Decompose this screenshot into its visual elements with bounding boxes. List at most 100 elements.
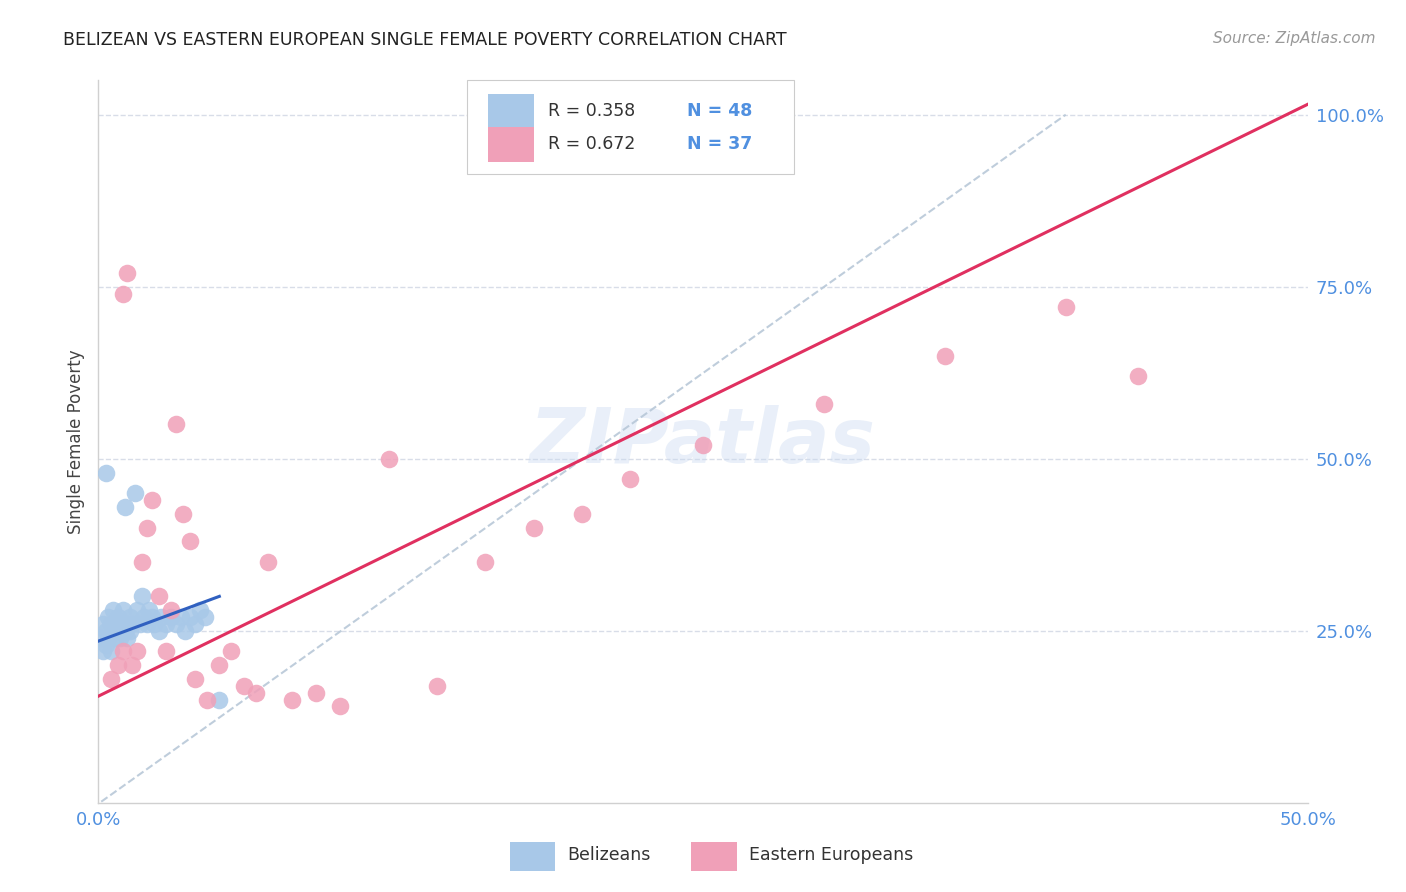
Point [329,699,352,714]
Point [107,658,129,673]
Point [179,534,201,549]
Point [474,555,496,569]
Point [934,349,956,363]
Point [94,466,117,480]
Point [174,624,197,638]
Point [208,692,231,706]
Point [121,616,143,631]
Point [179,610,201,624]
Point [165,616,187,631]
Point [281,692,304,706]
Text: ZIPatlas: ZIPatlas [530,405,876,478]
Point [135,616,157,631]
Point [100,644,122,658]
Point [619,472,641,486]
Point [97,631,120,645]
Point [194,610,217,624]
Text: Source: ZipAtlas.com: Source: ZipAtlas.com [1212,31,1375,46]
Point [121,658,143,673]
Point [221,644,243,658]
Point [111,644,134,658]
Point [232,679,254,693]
Point [305,686,328,700]
Point [208,658,231,673]
Point [124,486,146,500]
Point [188,603,211,617]
Point [141,610,163,624]
Text: Belizeans: Belizeans [568,846,651,863]
Point [108,616,131,631]
Text: BELIZEAN VS EASTERN EUROPEAN SINGLE FEMALE POVERTY CORRELATION CHART: BELIZEAN VS EASTERN EUROPEAN SINGLE FEMA… [63,31,787,49]
Point [155,644,177,658]
Point [148,590,170,604]
Point [104,616,127,631]
Point [90,631,112,645]
Point [155,616,177,631]
Point [100,616,122,631]
Point [523,520,546,534]
Point [141,493,163,508]
Point [131,590,153,604]
FancyBboxPatch shape [509,842,555,871]
FancyBboxPatch shape [690,842,737,871]
Point [108,631,131,645]
Point [184,616,207,631]
Point [426,679,449,693]
Point [101,624,124,638]
Point [111,616,134,631]
Point [160,610,183,624]
Point [127,644,149,658]
Point [117,631,139,645]
Point [377,451,399,466]
Point [138,603,160,617]
Point [91,644,114,658]
Point [114,624,136,638]
Point [101,603,124,617]
Point [111,286,134,301]
Point [117,616,139,631]
Point [148,624,170,638]
Text: N = 37: N = 37 [688,135,752,153]
Point [118,610,141,624]
Point [117,266,139,280]
Point [165,417,187,432]
Point [128,616,150,631]
Point [692,438,714,452]
Point [127,603,149,617]
Point [100,672,122,686]
FancyBboxPatch shape [488,94,534,128]
Point [114,500,136,514]
Point [245,686,267,700]
Text: R = 0.358: R = 0.358 [548,102,636,120]
Point [1128,369,1150,384]
Point [97,610,120,624]
Point [172,507,194,521]
Point [94,624,117,638]
Point [107,624,129,638]
Point [118,624,141,638]
Point [134,610,156,624]
Point [143,616,166,631]
Point [150,610,173,624]
Point [131,555,153,569]
Point [1054,301,1077,315]
Point [160,603,183,617]
Point [104,631,127,645]
Point [813,397,835,411]
Y-axis label: Single Female Poverty: Single Female Poverty [66,350,84,533]
Text: Eastern Europeans: Eastern Europeans [749,846,914,863]
Point [571,507,593,521]
Text: N = 48: N = 48 [688,102,752,120]
Point [111,603,134,617]
Point [195,692,218,706]
Point [256,555,278,569]
Point [184,672,207,686]
Point [94,638,117,652]
Text: R = 0.672: R = 0.672 [548,135,636,153]
FancyBboxPatch shape [467,80,793,174]
FancyBboxPatch shape [488,128,534,162]
Point [169,610,191,624]
Point [91,616,114,631]
Point [135,520,157,534]
Point [107,610,129,624]
